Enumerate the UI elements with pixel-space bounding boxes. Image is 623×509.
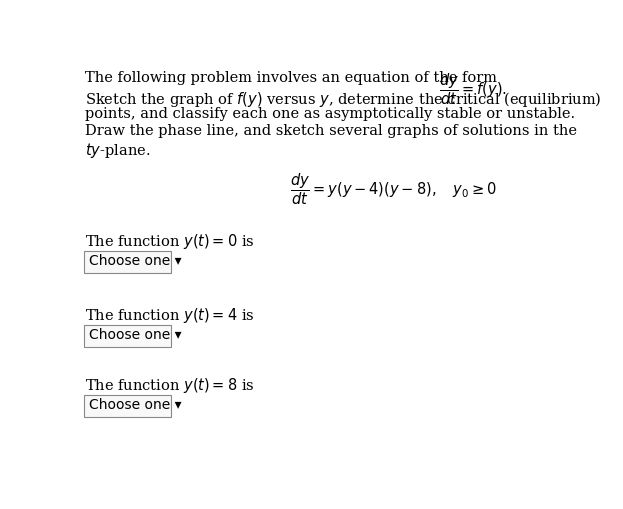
Text: points, and classify each one as asymptotically stable or unstable.: points, and classify each one as asympto… bbox=[85, 107, 575, 121]
Text: Choose one ▾: Choose one ▾ bbox=[89, 254, 182, 268]
Text: $\dfrac{dy}{dt} = y(y-4)(y-8), \quad y_0 \geq 0$: $\dfrac{dy}{dt} = y(y-4)(y-8), \quad y_0… bbox=[290, 172, 497, 207]
FancyBboxPatch shape bbox=[84, 395, 171, 417]
Text: The function $y(t) = 0$ is: The function $y(t) = 0$ is bbox=[85, 232, 255, 250]
Text: $ty$-plane.: $ty$-plane. bbox=[85, 141, 151, 160]
Text: Draw the phase line, and sketch several graphs of solutions in the: Draw the phase line, and sketch several … bbox=[85, 124, 577, 138]
Text: The function $y(t) = 4$ is: The function $y(t) = 4$ is bbox=[85, 305, 255, 325]
Text: $\dfrac{dy}{dt} = f(y).$: $\dfrac{dy}{dt} = f(y).$ bbox=[439, 71, 506, 107]
Text: Choose one ▾: Choose one ▾ bbox=[89, 398, 182, 412]
FancyBboxPatch shape bbox=[84, 325, 171, 347]
FancyBboxPatch shape bbox=[84, 251, 171, 273]
Text: The function $y(t) = 8$ is: The function $y(t) = 8$ is bbox=[85, 376, 255, 395]
Text: Choose one ▾: Choose one ▾ bbox=[89, 328, 182, 342]
Text: Sketch the graph of $f(y)$ versus $y$, determine the critical (equilibrium): Sketch the graph of $f(y)$ versus $y$, d… bbox=[85, 91, 602, 109]
Text: The following problem involves an equation of the form: The following problem involves an equati… bbox=[85, 71, 506, 86]
